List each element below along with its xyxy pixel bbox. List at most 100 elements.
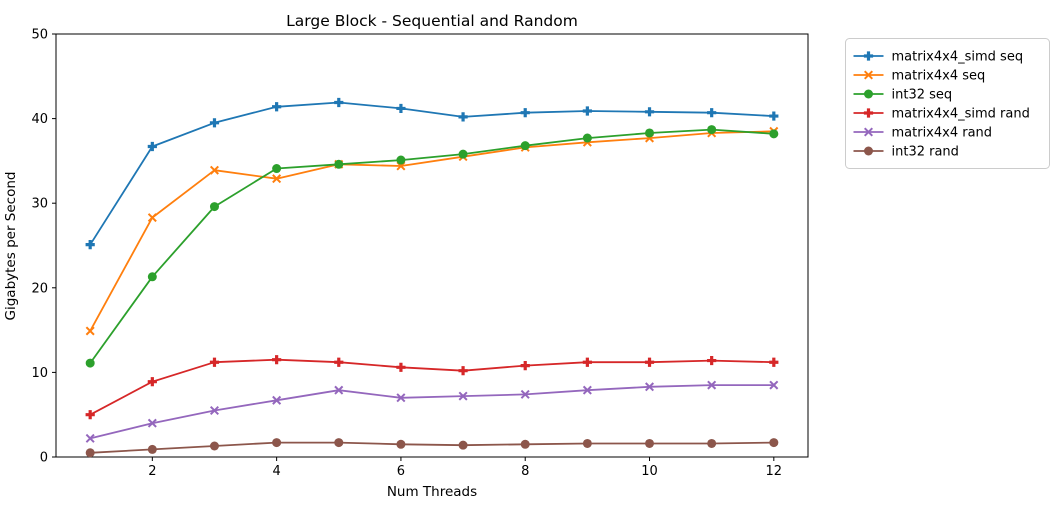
data-point-marker	[147, 213, 157, 223]
data-point-marker	[334, 385, 344, 395]
data-point-marker	[334, 97, 344, 108]
data-point-marker	[272, 355, 282, 365]
series-line	[89, 101, 774, 246]
data-point-marker	[863, 127, 874, 137]
data-point-marker	[582, 438, 592, 448]
data-point-marker	[458, 149, 468, 159]
series-line	[89, 128, 774, 364]
y-tick-label: 0	[40, 451, 48, 466]
data-point-marker	[396, 103, 406, 114]
axis-ticks: 2 4 6 8 10 12 0 10 20 30 40 50	[31, 28, 782, 480]
legend-label: matrix4x4_simd seq	[892, 50, 1024, 65]
data-point-marker	[520, 108, 530, 118]
data-point-marker	[707, 355, 717, 366]
series-matrix4x4-simd-rand	[85, 355, 779, 420]
series-line	[89, 130, 774, 332]
legend-entry: int32 rand	[853, 145, 959, 160]
chart-title: Large Block - Sequential and Random	[286, 12, 578, 30]
data-point-marker	[209, 165, 219, 175]
x-tick-label: 6	[397, 464, 405, 479]
data-point-marker	[272, 438, 282, 448]
data-point-marker	[863, 108, 874, 118]
data-point-marker	[707, 380, 717, 390]
data-point-marker	[520, 439, 530, 449]
data-point-marker	[582, 133, 592, 143]
series-int32-seq	[85, 125, 779, 368]
x-tick-label: 8	[521, 464, 529, 479]
data-point-marker	[334, 357, 344, 367]
data-point-marker	[85, 240, 95, 250]
y-tick-label: 50	[31, 28, 48, 43]
data-point-marker	[396, 439, 406, 449]
y-tick-label: 10	[31, 366, 48, 381]
data-point-marker	[645, 382, 655, 392]
series-line	[89, 358, 774, 416]
data-point-marker	[644, 357, 655, 367]
legend-label: matrix4x4 seq	[892, 69, 986, 84]
data-point-marker	[863, 70, 874, 80]
series-matrix4x4-simd-seq	[85, 97, 779, 250]
data-point-marker	[582, 357, 592, 367]
series-line	[90, 441, 774, 454]
legend-entry: matrix4x4 rand	[853, 126, 993, 141]
data-point-marker	[334, 159, 344, 169]
data-point-marker	[85, 358, 95, 368]
data-point-marker	[147, 141, 157, 152]
plot-frame	[55, 33, 809, 458]
y-axis-label: Gigabytes per Second	[3, 172, 19, 321]
axes-spines	[55, 33, 809, 458]
data-point-marker	[272, 395, 282, 405]
data-point-marker	[582, 385, 592, 395]
data-point-marker	[272, 164, 282, 174]
data-point-marker	[85, 326, 95, 336]
data-point-marker	[209, 202, 219, 212]
data-point-marker	[769, 438, 779, 448]
series-int32-rand	[85, 438, 779, 458]
data-point-marker	[209, 118, 220, 128]
x-tick-label: 2	[148, 464, 156, 479]
data-point-marker	[334, 438, 344, 448]
legend: matrix4x4_simd seq matrix4x4 seq int32 seq…	[845, 38, 1050, 169]
data-point-marker	[147, 272, 157, 282]
data-point-marker	[707, 125, 717, 135]
data-point-marker	[396, 393, 406, 403]
data-point-marker	[209, 405, 219, 415]
y-tick-label: 20	[31, 281, 48, 296]
legend-label: matrix4x4 rand	[892, 126, 993, 141]
data-point-marker	[645, 438, 655, 448]
legend-label: int32 rand	[892, 145, 959, 160]
data-point-marker	[209, 441, 219, 451]
data-point-marker	[458, 440, 468, 450]
legend-entry: int32 seq	[853, 88, 952, 103]
data-point-marker	[458, 112, 468, 122]
data-point-marker	[85, 448, 95, 458]
x-tick-label: 12	[766, 464, 783, 479]
data-point-marker	[209, 357, 220, 367]
data-point-marker	[520, 389, 530, 399]
x-axis-label: Num Threads	[387, 484, 477, 500]
data-point-marker	[707, 438, 717, 448]
legend-box	[845, 38, 1050, 169]
data-point-marker	[769, 129, 779, 139]
data-point-marker	[458, 366, 468, 376]
legend-label: matrix4x4_simd rand	[892, 107, 1030, 122]
data-point-marker	[272, 174, 282, 184]
y-tick-label: 30	[31, 197, 48, 212]
y-tick-label: 40	[31, 112, 48, 127]
data-point-marker	[520, 141, 530, 151]
data-point-marker	[147, 377, 157, 387]
data-point-marker	[769, 380, 779, 390]
series-layer	[85, 97, 779, 458]
series-line	[89, 384, 774, 440]
data-point-marker	[864, 89, 873, 99]
data-point-marker	[769, 111, 779, 121]
data-point-marker	[644, 107, 655, 117]
series-matrix4x4-rand	[85, 380, 779, 443]
data-point-marker	[85, 410, 95, 420]
x-tick-label: 4	[272, 464, 280, 479]
data-point-marker	[85, 433, 95, 443]
data-point-marker	[582, 106, 592, 116]
data-point-marker	[396, 155, 406, 165]
